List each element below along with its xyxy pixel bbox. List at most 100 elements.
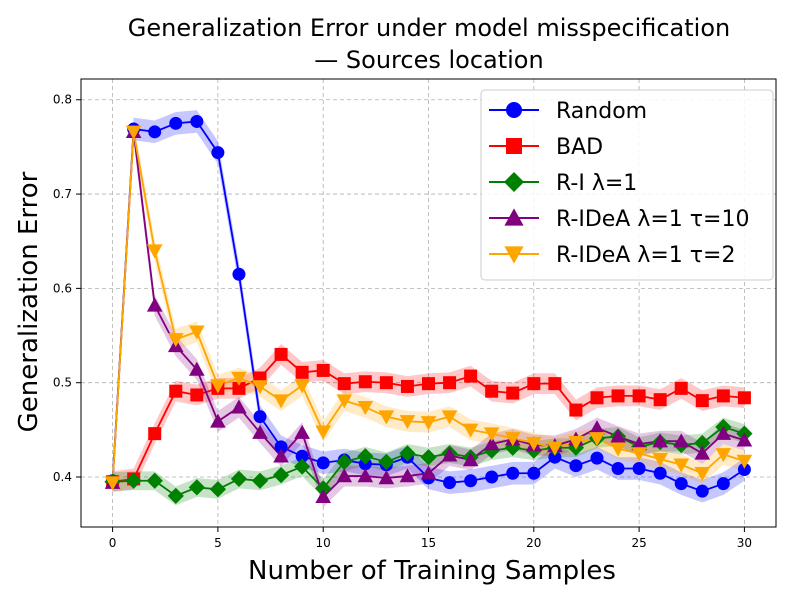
point-r-idea-1-2 bbox=[357, 400, 374, 416]
point-r-idea-1-10 bbox=[462, 452, 479, 467]
legend-marker bbox=[504, 172, 524, 192]
point-random bbox=[190, 114, 204, 128]
x-tick-label: 0 bbox=[109, 536, 117, 550]
point-r-idea-1-2 bbox=[589, 432, 605, 447]
point-bad bbox=[611, 389, 625, 403]
point-bad bbox=[337, 377, 351, 391]
legend-label: R-IDeA λ=1 τ=2 bbox=[556, 243, 735, 268]
legend: Random BAD R-I λ=1 R-IDeA λ=1 τ=10 R-IDeA λ=… bbox=[480, 89, 774, 281]
point-bad bbox=[400, 379, 414, 393]
legend-label: R-IDeA λ=1 τ=10 bbox=[556, 207, 749, 232]
point-r-i-1 bbox=[167, 487, 184, 505]
point-bad bbox=[190, 388, 204, 402]
point-r-idea-1-2 bbox=[694, 467, 711, 482]
point-r-i-1 bbox=[146, 472, 163, 489]
point-r-idea-1-10 bbox=[589, 420, 605, 435]
point-bad bbox=[527, 377, 541, 391]
point-random bbox=[274, 440, 288, 454]
y-axis: 0.4 0.5 0.6 0.7 0.8 bbox=[53, 93, 81, 484]
point-bad bbox=[506, 386, 520, 400]
point-r-idea-1-2 bbox=[441, 410, 458, 425]
point-r-idea-1-2 bbox=[504, 432, 521, 447]
point-r-idea-1-2 bbox=[231, 371, 247, 386]
point-r-idea-1-10 bbox=[336, 468, 353, 483]
point-random bbox=[653, 466, 667, 480]
point-bad bbox=[464, 369, 478, 383]
chart-title-line2: — Sources location bbox=[314, 46, 543, 74]
point-r-idea-1-10 bbox=[652, 433, 668, 448]
x-tick-label: 15 bbox=[421, 536, 436, 550]
point-r-idea-1-10 bbox=[210, 413, 226, 428]
point-r-idea-1-2 bbox=[715, 448, 732, 463]
y-axis-label: Generalization Error bbox=[14, 171, 44, 432]
point-bad bbox=[485, 384, 499, 398]
point-random bbox=[443, 476, 457, 490]
point-r-idea-1-10 bbox=[315, 489, 331, 504]
point-bad bbox=[548, 377, 562, 391]
point-bad bbox=[232, 381, 246, 395]
point-random bbox=[737, 462, 751, 476]
x-axis-label: Number of Training Samples bbox=[248, 556, 616, 586]
point-r-idea-1-10 bbox=[694, 445, 711, 460]
point-r-idea-1-2 bbox=[736, 454, 753, 469]
point-r-idea-1-10 bbox=[252, 424, 268, 439]
point-r-idea-1-2 bbox=[526, 436, 542, 451]
point-random bbox=[590, 451, 604, 465]
point-bad bbox=[148, 427, 162, 441]
x-tick-label: 10 bbox=[316, 536, 331, 550]
y-tick-label: 0.8 bbox=[53, 93, 72, 107]
point-r-idea-1-2 bbox=[673, 458, 690, 473]
point-bad bbox=[632, 389, 646, 403]
point-r-idea-1-2 bbox=[189, 325, 205, 340]
point-r-i-1 bbox=[357, 448, 374, 465]
point-r-i-1 bbox=[294, 458, 311, 475]
point-random bbox=[148, 125, 162, 139]
point-r-idea-1-10 bbox=[673, 433, 690, 448]
point-r-idea-1-2 bbox=[547, 441, 563, 456]
point-bad bbox=[358, 375, 372, 389]
point-r-i-1 bbox=[188, 479, 205, 496]
point-bad bbox=[716, 389, 730, 403]
point-r-i-1 bbox=[251, 472, 269, 489]
point-bad bbox=[379, 376, 393, 390]
point-bad bbox=[674, 381, 688, 395]
point-random bbox=[316, 456, 330, 470]
point-r-idea-1-2 bbox=[167, 333, 184, 348]
point-bad bbox=[737, 391, 751, 405]
point-r-idea-1-10 bbox=[441, 447, 458, 462]
point-r-idea-1-2 bbox=[610, 442, 626, 457]
point-random bbox=[232, 267, 246, 281]
x-axis: 0 5 10 15 20 25 30 bbox=[109, 527, 752, 550]
point-random bbox=[611, 462, 625, 476]
point-r-idea-1-10 bbox=[189, 361, 205, 376]
point-r-idea-1-2 bbox=[378, 410, 395, 425]
point-r-idea-1-2 bbox=[483, 427, 500, 442]
point-r-idea-1-10 bbox=[736, 432, 753, 447]
y-tick-label: 0.7 bbox=[53, 187, 72, 201]
point-random bbox=[464, 474, 478, 488]
point-r-idea-1-2 bbox=[125, 125, 142, 140]
point-r-idea-1-2 bbox=[631, 447, 647, 462]
point-r-idea-1-2 bbox=[146, 244, 163, 259]
legend-marker bbox=[504, 208, 524, 226]
point-random bbox=[506, 466, 520, 480]
legend-label: R-I λ=1 bbox=[556, 171, 637, 196]
point-random bbox=[485, 470, 499, 484]
point-r-i-1 bbox=[420, 449, 437, 466]
point-bad bbox=[274, 347, 288, 361]
legend-marker bbox=[506, 102, 522, 118]
point-r-idea-1-10 bbox=[378, 470, 395, 485]
point-r-idea-1-2 bbox=[462, 423, 479, 438]
point-bad bbox=[653, 393, 667, 407]
point-r-idea-1-2 bbox=[420, 416, 437, 431]
point-r-idea-1-10 bbox=[610, 428, 626, 443]
point-random bbox=[716, 477, 730, 491]
point-bad bbox=[316, 363, 330, 377]
series-markers bbox=[104, 114, 753, 505]
y-tick-label: 0.5 bbox=[53, 376, 72, 390]
point-r-i-1 bbox=[272, 467, 290, 484]
chart-title-line1: Generalization Error under model misspec… bbox=[128, 14, 730, 42]
point-r-idea-1-2 bbox=[315, 425, 331, 440]
point-r-i-1 bbox=[209, 481, 227, 498]
